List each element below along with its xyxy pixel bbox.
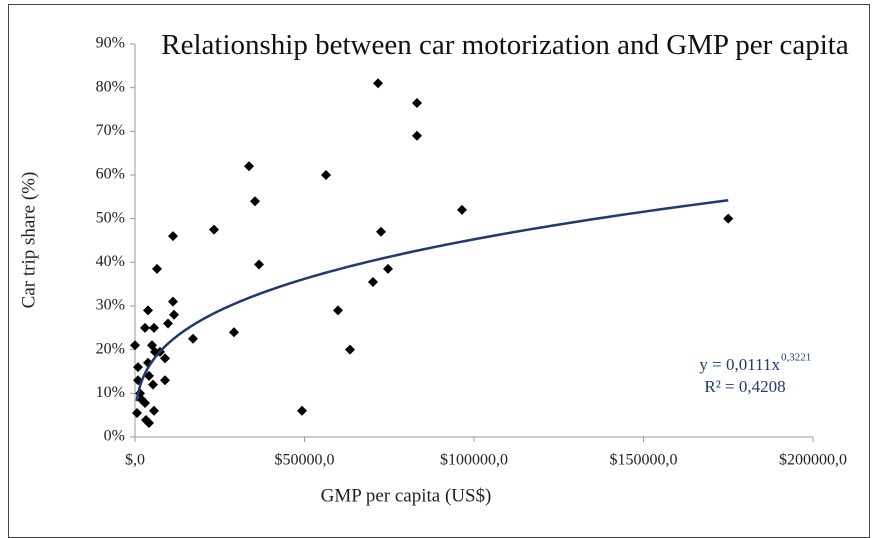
point <box>382 263 393 274</box>
point <box>133 362 144 373</box>
y-tick-label: 50% <box>96 209 125 226</box>
point <box>149 322 160 333</box>
point <box>297 405 308 416</box>
point <box>130 340 140 351</box>
point <box>723 213 734 224</box>
point <box>412 97 423 108</box>
point <box>140 397 151 408</box>
point <box>149 405 160 416</box>
x-tick-label: $150000,0 <box>610 452 678 469</box>
y-tick-label: 80% <box>96 78 125 95</box>
point <box>167 231 178 242</box>
point <box>144 370 155 381</box>
point <box>132 407 143 418</box>
point <box>167 296 178 307</box>
chart-title: Relationship between car motorization an… <box>161 29 849 61</box>
point <box>229 327 240 338</box>
equation: y = 0,0111x <box>699 355 780 374</box>
y-tick-label: 70% <box>96 122 125 139</box>
point <box>148 379 159 390</box>
x-tick-label: $200000,0 <box>779 452 847 469</box>
point <box>412 130 423 141</box>
point <box>140 322 151 333</box>
point <box>320 170 331 180</box>
point <box>375 226 386 237</box>
point <box>160 353 171 364</box>
point <box>367 276 378 287</box>
point <box>187 333 198 344</box>
x-tick-label: $100000,0 <box>440 452 508 469</box>
point <box>332 305 343 316</box>
y-tick-label: 90% <box>96 35 125 52</box>
point <box>209 224 220 235</box>
x-tick-label: $50000,0 <box>275 452 335 469</box>
point <box>152 263 163 274</box>
x-tick-label: $,0 <box>125 452 145 469</box>
point <box>168 309 179 320</box>
y-tick-label: 10% <box>96 384 125 401</box>
point <box>243 161 254 172</box>
y-axis-label: Car trip share (%) <box>18 172 39 309</box>
y-tick-label: 20% <box>96 340 125 357</box>
point <box>163 318 174 329</box>
trendline <box>135 199 729 402</box>
equation-exponent: 0,3221 <box>781 352 811 364</box>
y-tick-label: 30% <box>96 297 125 314</box>
x-axis-label: GMP per capita (US$) <box>321 485 492 506</box>
point <box>249 196 260 207</box>
point <box>160 375 171 386</box>
point <box>345 344 356 355</box>
point <box>253 259 264 270</box>
y-tick-label: 60% <box>96 166 125 183</box>
point <box>372 78 383 89</box>
point <box>143 305 154 316</box>
r-squared: R² = 0,4208 <box>704 377 785 396</box>
point <box>144 418 155 429</box>
point <box>456 204 467 215</box>
y-tick-label: 0% <box>104 428 125 445</box>
y-tick-label: 40% <box>96 253 125 270</box>
